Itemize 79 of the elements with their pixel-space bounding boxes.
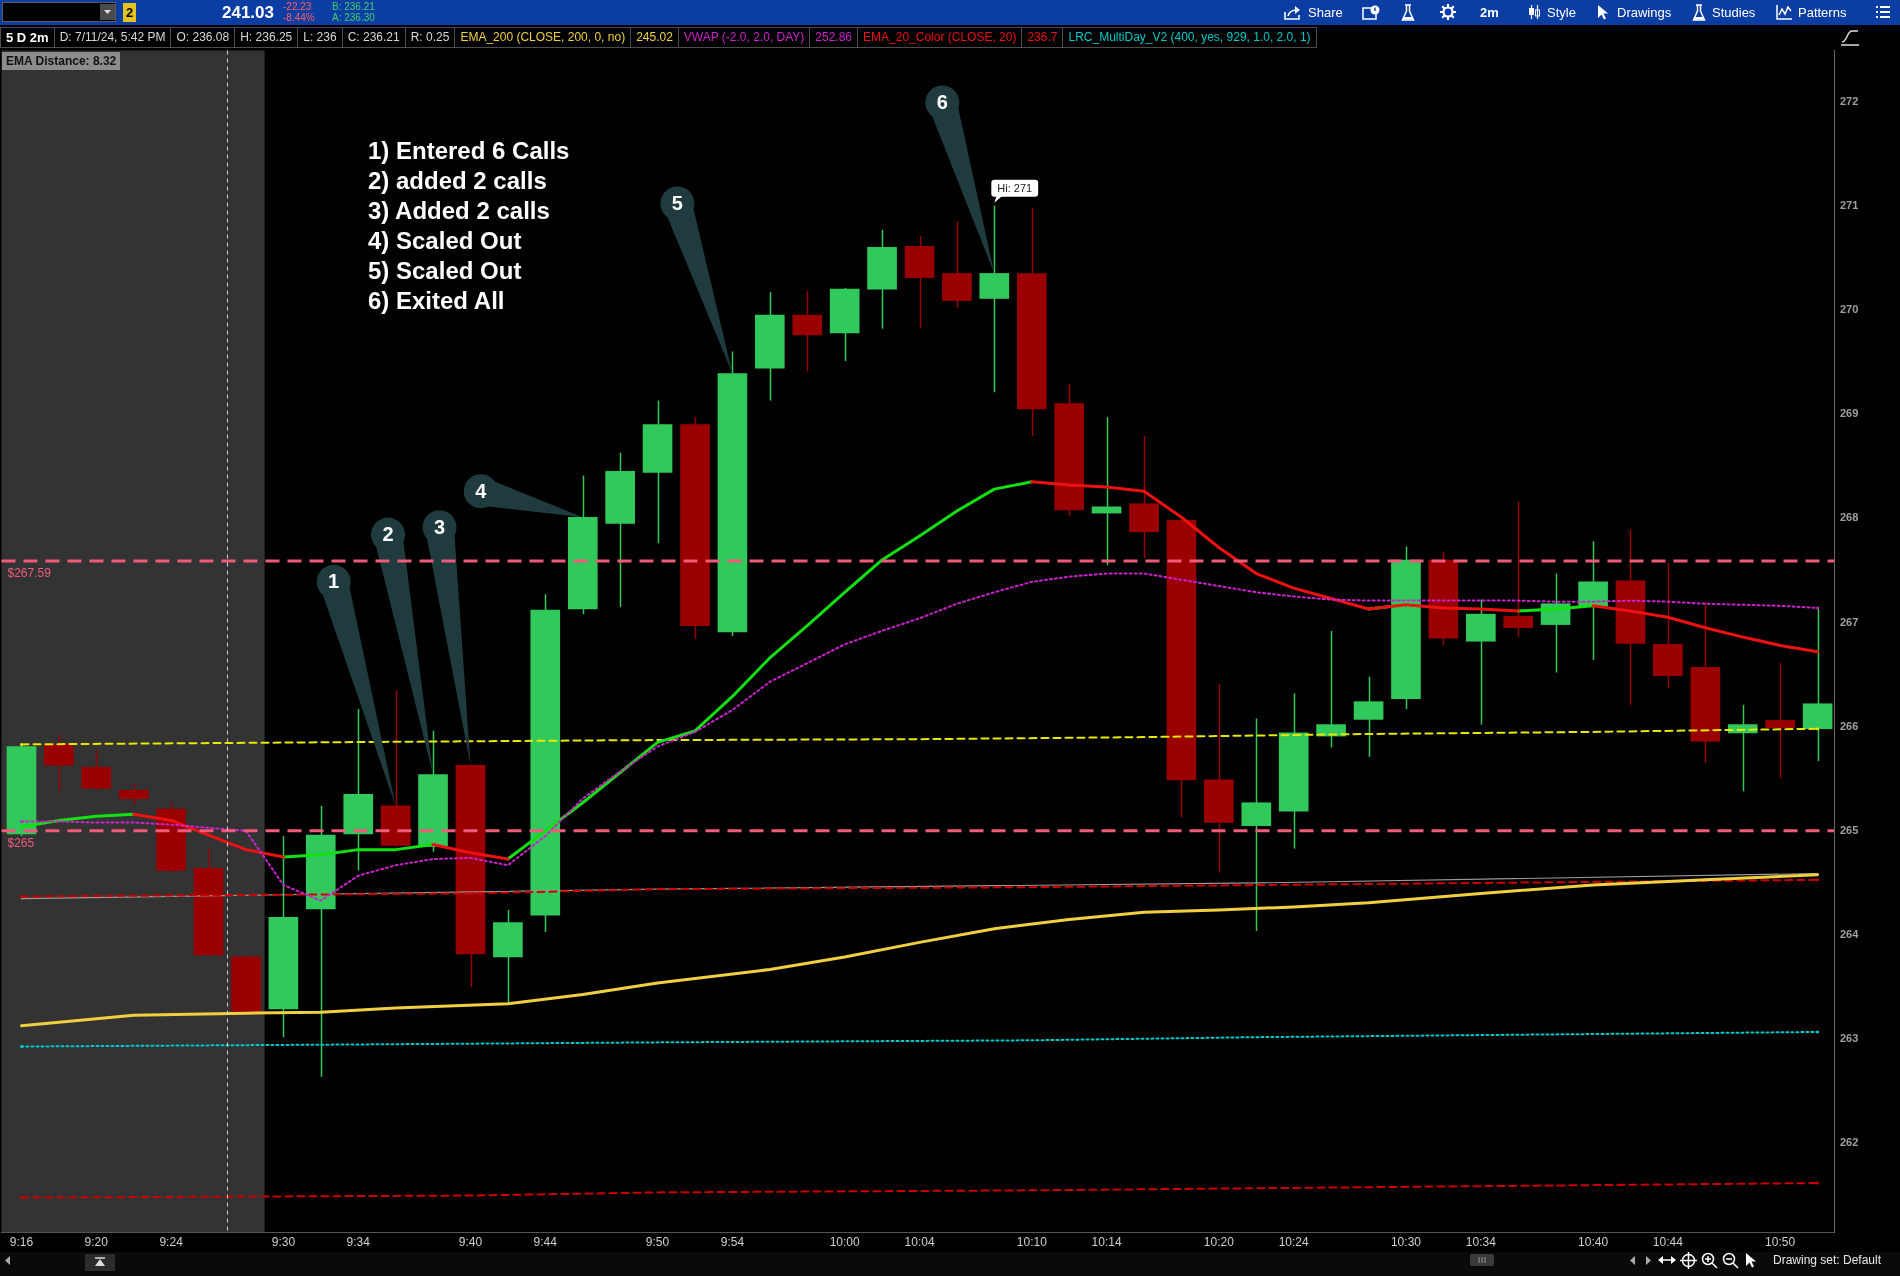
x-tick-label: 9:54 <box>720 1234 745 1249</box>
text: 2 <box>123 3 136 22</box>
annotation: 3 <box>433 515 446 538</box>
annotation: 2 <box>382 523 394 546</box>
annotation: 4 <box>475 479 488 502</box>
text: O: 236.08 <box>170 26 236 48</box>
text: Drawing set: Default <box>1773 1253 1882 1268</box>
x-tick-label: 10:04 <box>904 1234 935 1249</box>
x-tick-label: 10:24 <box>1278 1234 1310 1249</box>
x-tick-label: 9:34 <box>346 1234 371 1249</box>
text: 245.02 <box>630 26 679 48</box>
annotation: 4) Scaled Out <box>368 226 522 256</box>
x-tick-label: 10:44 <box>1652 1234 1684 1249</box>
text: A: 236.30 <box>332 12 375 23</box>
text: B: 236.21 <box>332 1 375 12</box>
x-tick-label: 9:30 <box>271 1234 296 1249</box>
ref-line-label: $267.59 <box>7 566 52 581</box>
y-tick-label: 262 <box>1840 1136 1859 1149</box>
y-tick-label: 266 <box>1840 719 1859 732</box>
text: Studies <box>1712 5 1756 20</box>
text: 252.86 <box>809 26 859 48</box>
text: LRC_MultiDay_V2 (400, yes, 929, 1.0, 2.0, 1) <box>1062 26 1317 48</box>
annotation: 6 <box>936 90 948 113</box>
y-tick-label: 263 <box>1840 1032 1859 1045</box>
x-tick-label: 10:20 <box>1203 1234 1235 1249</box>
annotation: 6) Exited All <box>368 286 505 316</box>
text: 241.03 <box>222 3 274 22</box>
y-tick-label: 267 <box>1840 615 1859 628</box>
y-tick-label: 265 <box>1840 823 1859 836</box>
x-tick-label: 9:50 <box>645 1234 670 1249</box>
annotation: 5 <box>671 192 683 214</box>
x-tick-label: 10:14 <box>1091 1234 1122 1249</box>
text: D: 7/11/24, 5:42 PM <box>53 26 172 48</box>
x-tick-label: 9:16 <box>9 1234 34 1249</box>
annotation: 5) Scaled Out <box>368 256 522 286</box>
text: Drawings <box>1617 5 1672 20</box>
text: R: 0.25 <box>404 26 456 48</box>
annotation: 1) Entered 6 Calls <box>368 136 570 166</box>
annotation: 2) added 2 calls <box>368 166 547 196</box>
text: EMA_20_Color (CLOSE, 20) <box>857 26 1023 48</box>
annotation: EMA Distance: 8.32 <box>2 52 121 70</box>
x-tick-label: 10:00 <box>829 1234 861 1249</box>
ref-line-label: $265 <box>7 835 35 850</box>
y-tick-label: 269 <box>1840 407 1859 420</box>
line-series <box>20 878 1819 898</box>
x-tick-label: 10:30 <box>1390 1234 1422 1249</box>
annotation: Hi: 271 <box>997 182 1033 195</box>
text: VWAP (-2.0, 2.0, DAY) <box>677 26 811 48</box>
candlestick <box>1241 717 1272 932</box>
y-tick-label: 264 <box>1840 928 1860 941</box>
annotation: 3) Added 2 calls <box>368 196 550 226</box>
x-tick-label: 10:40 <box>1578 1234 1609 1249</box>
y-tick-label: 268 <box>1840 511 1859 524</box>
text: Share <box>1308 5 1343 20</box>
x-tick-label: 9:40 <box>458 1234 483 1249</box>
text: EMA_200 (CLOSE, 200, 0, no) <box>454 26 632 48</box>
x-tick-label: 10:34 <box>1465 1234 1497 1249</box>
x-tick-label: 9:24 <box>159 1234 184 1249</box>
y-tick-label: 271 <box>1840 198 1859 211</box>
text: -8.44% <box>283 12 315 23</box>
candlestick <box>1765 662 1795 779</box>
chart-title: 5 D 2m <box>0 26 55 48</box>
line-series <box>20 1182 1819 1199</box>
x-tick-label: 9:20 <box>84 1234 109 1249</box>
candlestick <box>1503 500 1534 638</box>
x-tick-label: 9:44 <box>533 1234 558 1249</box>
text: L: 236 <box>297 26 343 48</box>
text: -22.23 <box>283 1 312 12</box>
text: Patterns <box>1798 5 1847 20</box>
x-tick-label: 10:50 <box>1765 1234 1796 1249</box>
y-tick-label: 272 <box>1840 94 1859 107</box>
text: Style <box>1547 5 1576 20</box>
y-tick-label: 270 <box>1840 302 1859 315</box>
x-tick-label: 10:10 <box>1016 1234 1048 1249</box>
text: C: 236.21 <box>341 26 406 48</box>
annotation: 1 <box>328 570 340 593</box>
text: 236.7 <box>1021 26 1064 48</box>
text: 2m <box>1480 5 1499 20</box>
text: H: 236.25 <box>234 26 299 48</box>
